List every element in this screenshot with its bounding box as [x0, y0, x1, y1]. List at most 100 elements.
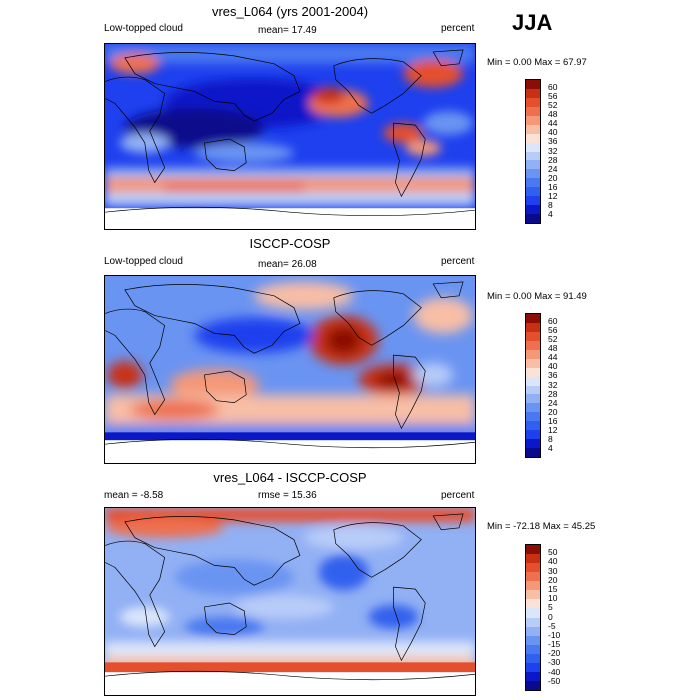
- panel-1-colorbar-tick-label: 52: [548, 100, 558, 111]
- panel-1-colorbar-tick-label: 8: [548, 199, 553, 210]
- panel-1-colorbar-tick-label: 28: [548, 154, 558, 165]
- panel-3-colorbar-segment: [526, 599, 540, 609]
- panel-2-map: [104, 275, 476, 464]
- panel-1-colorbar-tick-label: 56: [548, 91, 558, 102]
- panel-1-colorbar-labels: 60 56 52 48 44 40 36 32 28 24 20 16 12 8 4: [548, 79, 578, 224]
- panel-2-colorbar-segment: [526, 403, 540, 413]
- panel-3-colorbar-segment: [526, 590, 540, 600]
- panel-3-colorbar-tick-label: 15: [548, 583, 558, 594]
- panel-1-colorbar-segment: [526, 88, 540, 98]
- panel-1-colorbar-tick-label: 36: [548, 136, 558, 147]
- panel-1-colorbar-tick-label: 60: [548, 82, 558, 93]
- panel-3-colorbar-segment: [526, 662, 540, 672]
- panel-3-minmax: Min = -72.18 Max = 45.25: [487, 521, 596, 532]
- panel-3-colorbar-segment: [526, 626, 540, 636]
- panel-2-colorbar-segment: [526, 331, 540, 341]
- panel-2-colorbar-tick-label: 56: [548, 325, 558, 336]
- panel-1-colorbar-tick-label: 20: [548, 172, 558, 183]
- panel-2-colorbar-tick-label: 36: [548, 370, 558, 381]
- panel-3-colorbar-segment: [526, 554, 540, 564]
- panel-3-colorbar-segment: [526, 572, 540, 582]
- panel-1-colorbar-tick-label: 16: [548, 181, 558, 192]
- panel-2-variable-label: Low-topped cloud: [104, 256, 183, 267]
- panel-2-colorbar-segment: [526, 439, 540, 449]
- panel-2-colorbar-segment: [526, 394, 540, 404]
- panel-3-colorbar-tick-label: 40: [548, 556, 558, 567]
- panel-3-colorbar-tick-label: 20: [548, 574, 558, 585]
- panel-3-colorbar-segment: [526, 563, 540, 573]
- panel-2-colorbar-tick-label: 32: [548, 379, 558, 390]
- panel-3-colorbar-tick-label: 0: [548, 611, 553, 622]
- panel-3-title: vres_L064 - ISCCP-COSP: [213, 470, 367, 485]
- panel-3-colorbar-segment: [526, 680, 540, 690]
- panel-1-colorbar-tick-label: 32: [548, 145, 558, 156]
- panel-2-colorbar-segment: [526, 340, 540, 350]
- panel-2-colorbar-segment: [526, 376, 540, 386]
- panel-1-map: [104, 43, 476, 230]
- panel-1-colorbar-segment: [526, 106, 540, 116]
- panel-1-colorbar-segment: [526, 187, 540, 197]
- panel-2-colorbar-segment: [526, 385, 540, 395]
- panel-2-colorbar-tick-label: 52: [548, 334, 558, 345]
- panel-3-colorbar-segment: [526, 617, 540, 627]
- panel-3-colorbar-segment: [526, 635, 540, 645]
- panel-3-colorbar-tick-label: 30: [548, 565, 558, 576]
- panel-2-colorbar-segment: [526, 349, 540, 359]
- panel-1-colorbar-tick-label: 40: [548, 127, 558, 138]
- panel-3-colorbar-tick-label: -5: [548, 620, 556, 631]
- panel-1-colorbar-segment: [526, 80, 540, 89]
- panel-3-colorbar-segment: [526, 545, 540, 555]
- panel-3-mean-label: mean = -8.58: [104, 490, 164, 501]
- panel-2-colorbar-labels: 60 56 52 48 44 40 36 32 28 24 20 16 12 8 4: [548, 313, 578, 458]
- panel-2-colorbar-tick-label: 16: [548, 415, 558, 426]
- panel-1-colorbar-segment: [526, 97, 540, 107]
- panel-3-colorbar-tick-label: -20: [548, 648, 561, 659]
- panel-3-rmse-label: rmse = 15.36: [258, 490, 317, 501]
- panel-1-colorbar-segment: [526, 160, 540, 170]
- panel-1-colorbar-tick-label: 12: [548, 190, 558, 201]
- panel-1-variable-label: Low-topped cloud: [104, 23, 183, 34]
- panel-1-units-label: percent: [441, 23, 475, 34]
- panel-1-colorbar-tick-label: 48: [548, 109, 558, 120]
- panel-2-colorbar-tick-label: 60: [548, 316, 558, 327]
- panel-2-mean-label: mean= 26.08: [258, 259, 317, 270]
- panel-1-colorbar: [525, 79, 541, 224]
- panel-1-colorbar-segment: [526, 115, 540, 125]
- panel-3-colorbar-segment: [526, 644, 540, 654]
- panel-1-colorbar-tick-label: 24: [548, 163, 558, 174]
- panel-2-colorbar-tick-label: 40: [548, 361, 558, 372]
- panel-2-colorbar-tick-label: 48: [548, 343, 558, 354]
- panel-1-colorbar-segment: [526, 214, 540, 223]
- panel-3-map: [104, 507, 476, 696]
- panel-2-colorbar-tick-label: 4: [548, 442, 553, 453]
- panel-1-minmax: Min = 0.00 Max = 67.97: [487, 57, 587, 68]
- season-label: JJA: [512, 10, 553, 35]
- panel-1-colorbar-segment: [526, 151, 540, 161]
- panel-2-colorbar-tick-label: 28: [548, 388, 558, 399]
- panel-1-title: vres_L064 (yrs 2001-2004): [211, 4, 369, 19]
- panel-3-colorbar-tick-label: 10: [548, 593, 558, 604]
- panel-2-colorbar: [525, 313, 541, 458]
- panel-3-colorbar-tick-label: -15: [548, 639, 561, 650]
- panel-2-colorbar-tick-label: 24: [548, 397, 558, 408]
- panel-3-colorbar-tick-label: -30: [548, 657, 561, 668]
- panel-3-colorbar-segment: [526, 608, 540, 618]
- panel-3-colorbar-segment: [526, 581, 540, 591]
- panel-3-colorbar-tick-label: -10: [548, 629, 561, 640]
- panel-2-colorbar-segment: [526, 367, 540, 377]
- panel-2-colorbar-segment: [526, 430, 540, 440]
- panel-3-colorbar-tick-label: -40: [548, 666, 561, 677]
- panel-3-colorbar-tick-label: 5: [548, 602, 553, 613]
- panel-3-colorbar-segment: [526, 653, 540, 663]
- panel-2-units-label: percent: [441, 256, 475, 267]
- panel-2-title: ISCCP-COSP: [249, 236, 331, 251]
- panel-2-colorbar-segment: [526, 448, 540, 457]
- panel-1-colorbar-tick-label: 44: [548, 118, 558, 129]
- panel-1-mean-label: mean= 17.49: [258, 25, 317, 36]
- panel-2-minmax: Min = 0.00 Max = 91.49: [487, 291, 587, 302]
- panel-1-colorbar-segment: [526, 205, 540, 215]
- panel-3-units-label: percent: [441, 490, 475, 501]
- panel-2-colorbar-tick-label: 20: [548, 406, 558, 417]
- panel-2-colorbar-segment: [526, 314, 540, 323]
- panel-3-colorbar: [525, 544, 541, 691]
